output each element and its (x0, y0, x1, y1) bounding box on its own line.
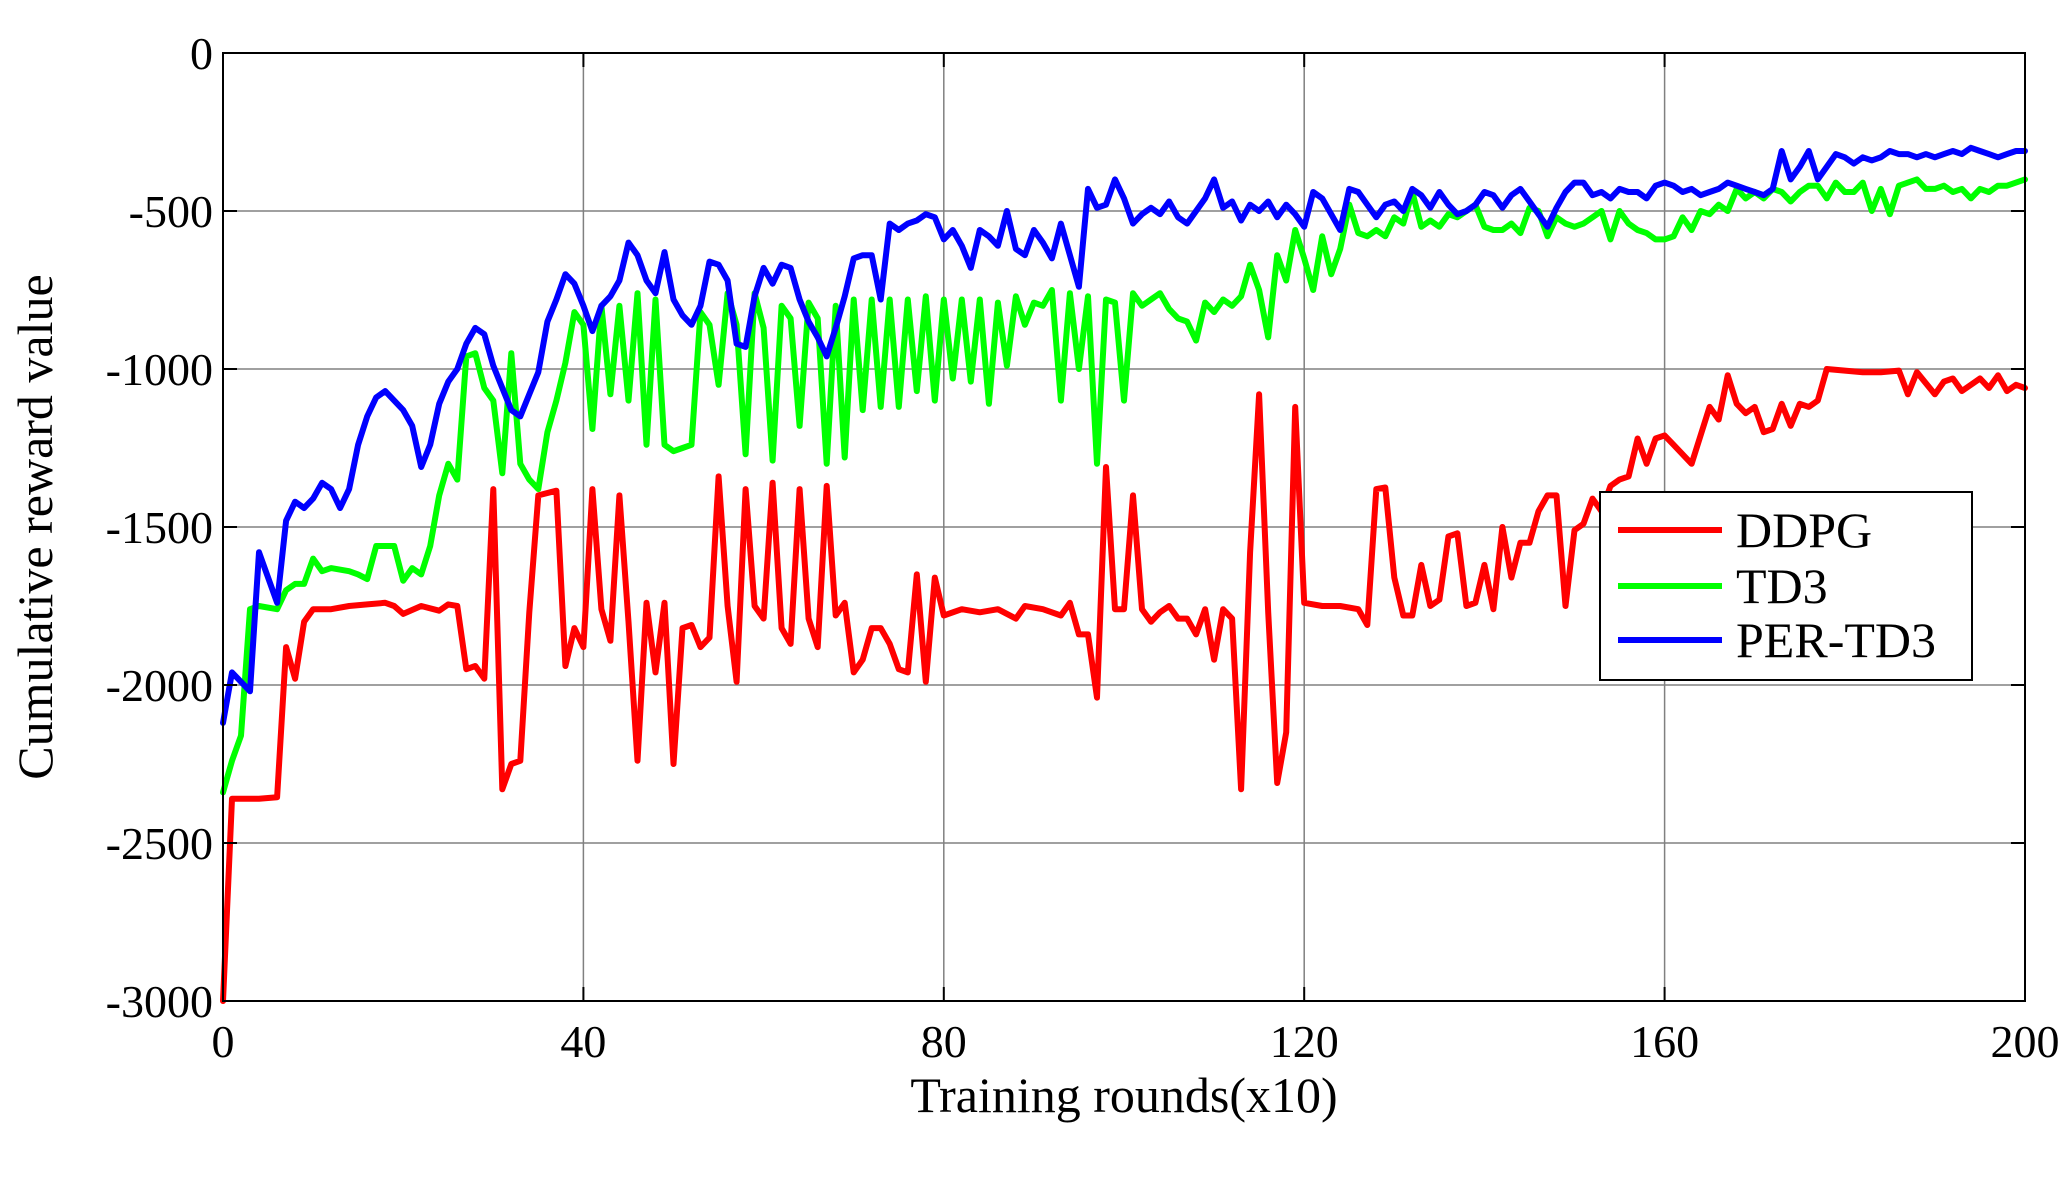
series-line-td3 (220, 176, 2028, 796)
x-tick-label: 40 (560, 1016, 606, 1067)
x-tick-label: 120 (1270, 1016, 1339, 1067)
series-line-ddpg (220, 366, 2028, 1004)
x-axis-label: Training rounds(x10) (910, 1067, 1337, 1123)
y-tick-label: -1000 (106, 344, 213, 395)
tick-labels: 0 40 80 120 160 200 0 -500 -1000 -1500 -2000 -2500 -… (106, 28, 2060, 1067)
y-tick-label: -2000 (106, 660, 213, 711)
legend-label-td3: TD3 (1736, 558, 1828, 614)
x-tick-label: 0 (212, 1016, 235, 1067)
y-tick-label: -2500 (106, 818, 213, 869)
legend-label-per-td3: PER-TD3 (1736, 612, 1936, 668)
y-tick-label: 0 (190, 28, 213, 79)
x-tick-label: 80 (921, 1016, 967, 1067)
legend: DDPG TD3 PER-TD3 (1599, 491, 1973, 681)
series-line-per-td3 (220, 144, 2028, 726)
legend-label-ddpg: DDPG (1736, 502, 1872, 558)
series-lines (220, 144, 2028, 1004)
x-tick-label: 160 (1630, 1016, 1699, 1067)
y-tick-label: -500 (129, 186, 213, 237)
y-tick-label: -1500 (106, 502, 213, 553)
y-tick-label: -3000 (106, 976, 213, 1027)
x-tick-label: 200 (1991, 1016, 2060, 1067)
y-axis-label: Cumulative reward value (7, 274, 63, 779)
